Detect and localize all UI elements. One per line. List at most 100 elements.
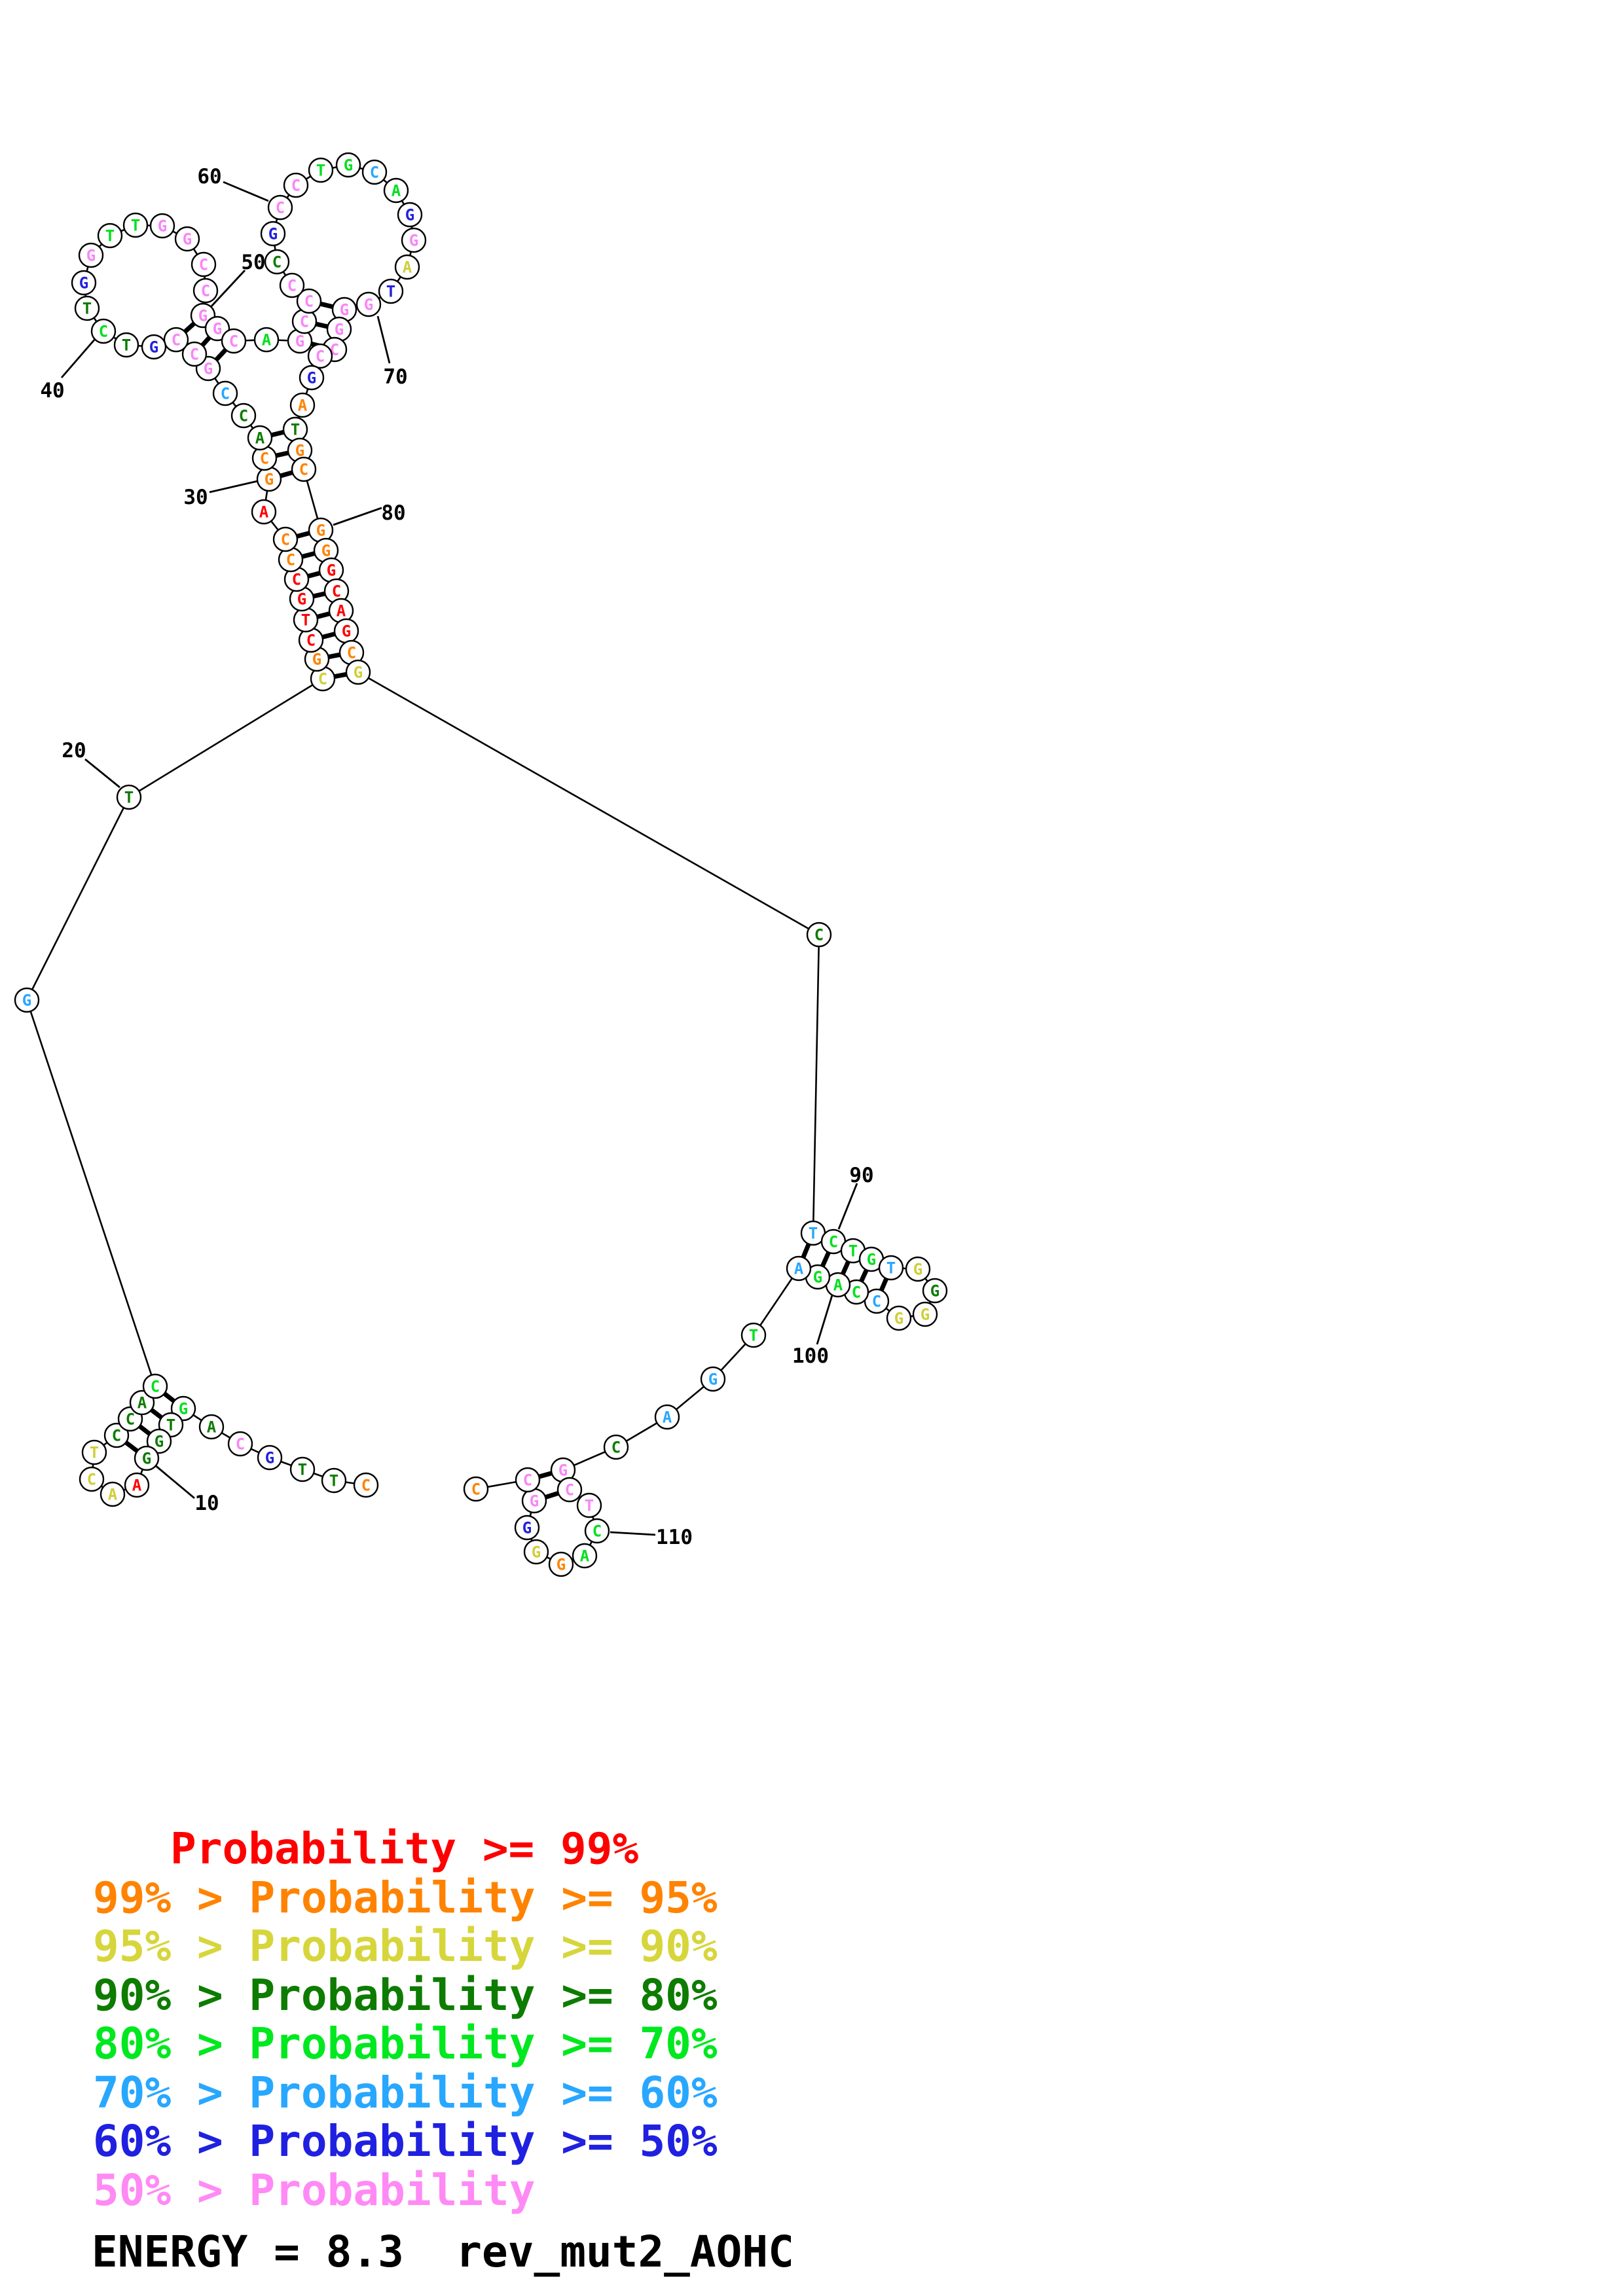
position-label: 40	[40, 379, 64, 403]
nucleotide-base-letter: G	[295, 442, 304, 460]
nucleotide-base-letter: A	[392, 182, 401, 200]
nucleotide-base-letter: G	[268, 225, 278, 243]
nucleotide-circle	[383, 177, 409, 204]
nucleotide-base-letter: G	[867, 1251, 876, 1269]
nucleotide-base-letter: G	[316, 522, 325, 540]
nucleotide-circle	[227, 1431, 253, 1457]
nucleotide-base-letter: A	[255, 429, 265, 448]
nucleotide-base-letter: G	[204, 360, 213, 378]
nucleotide-base-letter: T	[166, 1416, 175, 1435]
label-leader-line	[333, 507, 382, 526]
nucleotide-circle	[81, 1439, 107, 1465]
nucleotide-circle	[230, 403, 257, 429]
nucleotide-base-letter: G	[558, 1462, 568, 1480]
backbone-line	[812, 934, 820, 1234]
nucleotide-base-letter: G	[264, 471, 274, 489]
nucleotide-base-letter: C	[361, 1477, 371, 1495]
nucleotide-base-letter: C	[565, 1481, 574, 1499]
nucleotide-base-letter: T	[131, 217, 140, 235]
nucleotide-circle	[257, 1444, 283, 1471]
nucleotide-base-letter: A	[262, 331, 272, 350]
nucleotide-base-letter: A	[298, 397, 308, 415]
nucleotide-circle	[221, 328, 247, 354]
nucleotide-base-letter: A	[403, 259, 412, 277]
nucleotide-base-letter: G	[79, 274, 88, 293]
legend-item-below50: 50% > Probability	[93, 2164, 536, 2215]
backbone-line	[128, 677, 323, 798]
nucleotide-circle	[97, 223, 123, 249]
position-label: 90	[849, 1164, 873, 1187]
nucleotide-base-letter: G	[142, 1450, 151, 1468]
nucleotide-circle	[576, 1492, 602, 1518]
nucleotide-circle	[299, 365, 325, 391]
nucleotide-circle	[700, 1366, 726, 1392]
nucleotide-circle	[198, 1414, 225, 1440]
label-leader-line	[60, 338, 97, 378]
nucleotide-base-letter: T	[386, 283, 395, 301]
nucleotide-circle	[394, 254, 420, 280]
nucleotide-circle	[192, 278, 219, 304]
nucleotide-circle	[142, 1373, 168, 1399]
nucleotide-base-letter: G	[344, 156, 353, 175]
nucleotide-base-letter: A	[794, 1260, 804, 1278]
nucleotide-base-letter: C	[292, 571, 301, 589]
nucleotide-base-letter: C	[370, 164, 379, 182]
label-leader-line	[837, 1183, 858, 1230]
nucleotide-circle	[523, 1539, 549, 1565]
nucleotide-base-letter: C	[611, 1439, 621, 1457]
nucleotide-base-letter: C	[190, 346, 199, 364]
legend-item-50: 60% > Probability >= 50%	[93, 2116, 718, 2166]
nucleotide-circle	[922, 1278, 948, 1304]
backbone-line	[752, 1268, 800, 1336]
nucleotide-base-letter: C	[239, 407, 248, 425]
backbone-line	[26, 797, 130, 1001]
nucleotide-circle	[141, 334, 167, 360]
nucleotide-circle	[291, 456, 317, 482]
nucleotide-base-letter: T	[749, 1327, 758, 1345]
nucleotide-base-letter: A	[663, 1408, 672, 1427]
nucleotide-circle	[345, 659, 371, 685]
nucleotide-base-letter: T	[585, 1497, 594, 1515]
nucleotide-base-letter: A	[259, 503, 269, 522]
nucleotide-base-letter: T	[301, 611, 310, 630]
nucleotide-circle	[397, 202, 423, 228]
nucleotide-circle	[247, 425, 273, 451]
nucleotide-base-letter: C	[260, 450, 269, 468]
nucleotide-base-letter: A	[137, 1394, 147, 1412]
nucleotide-base-letter: C	[221, 385, 230, 403]
nucleotide-base-letter: G	[312, 651, 321, 669]
nucleotide-circle	[14, 987, 40, 1013]
nucleotide-circle	[134, 1445, 160, 1471]
nucleotide-base-letter: A	[580, 1547, 590, 1566]
nucleotide-circle	[912, 1301, 938, 1327]
nucleotide-circle	[79, 1466, 105, 1492]
nucleotide-circle	[654, 1404, 680, 1430]
nucleotide-circle	[100, 1481, 126, 1507]
nucleotide-base-letter: C	[852, 1283, 861, 1302]
nucleotide-base-letter: T	[886, 1259, 896, 1278]
nucleotide-circle	[174, 226, 200, 252]
nucleotide-base-letter: C	[87, 1471, 96, 1489]
nucleotide-circle	[603, 1434, 629, 1460]
nucleotide-base-letter: G	[913, 1261, 922, 1279]
nucleotide-circle	[806, 922, 832, 948]
nucleotide-base-letter: G	[198, 307, 208, 325]
nucleotide-base-letter: C	[286, 551, 295, 569]
label-leader-line	[610, 1531, 656, 1536]
nucleotide-circle	[905, 1256, 931, 1282]
nucleotide-base-letter: T	[848, 1242, 858, 1261]
nucleotide-circle	[572, 1543, 598, 1569]
nucleotide-circle	[279, 272, 305, 298]
nucleotide-base-letter: C	[304, 293, 314, 311]
nucleotide-base-letter: C	[172, 331, 181, 350]
nucleotide-base-letter: G	[149, 338, 158, 357]
legend-item-80: 90% > Probability >= 80%	[93, 1969, 718, 2020]
position-label: 30	[183, 486, 208, 509]
nucleotide-circle	[283, 172, 309, 198]
nucleotide-circle	[71, 270, 97, 296]
nucleotide-base-letter: C	[316, 348, 325, 366]
nucleotide-base-letter: A	[207, 1418, 217, 1437]
position-label: 10	[194, 1492, 219, 1515]
nucleotide-base-letter: G	[530, 1492, 539, 1511]
